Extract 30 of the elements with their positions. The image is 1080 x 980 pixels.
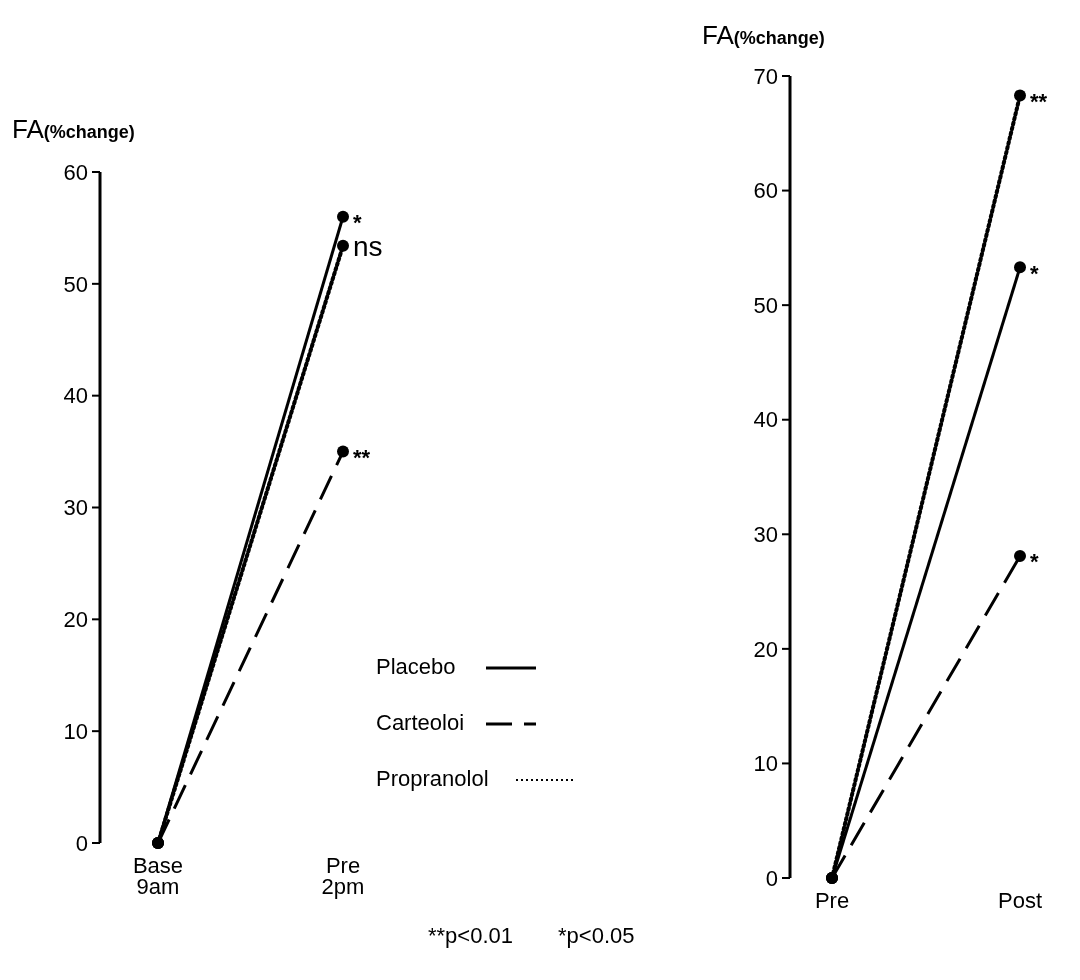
legend-label: Propranolol	[376, 765, 489, 791]
y-tick-label: 60	[753, 178, 778, 204]
y-axis-title: FA(%change)	[702, 20, 825, 50]
y-tick-label: 40	[63, 383, 88, 409]
y-tick-label: 30	[753, 521, 778, 547]
annotation: *	[1030, 549, 1039, 575]
text: **p<0.01	[428, 923, 514, 948]
x-tick-label: Post	[997, 888, 1043, 913]
y-tick-label: 20	[63, 607, 88, 633]
x-tick-label: Pre 2pm	[321, 853, 365, 899]
annotation: **	[1030, 88, 1048, 114]
y-tick-label: 20	[753, 636, 778, 662]
y-tick-label: 0	[75, 830, 88, 856]
y-tick-label: 0	[765, 865, 778, 891]
y-tick-label: 40	[753, 407, 778, 433]
y-tick-label: 50	[753, 292, 778, 318]
legend-label: Carteoloi	[376, 709, 465, 735]
y-tick-label: 10	[753, 751, 778, 777]
annotation: **	[353, 444, 371, 470]
y-tick-label: 60	[63, 159, 88, 185]
y-tick-label: 70	[753, 63, 778, 89]
x-tick-label: Base 9am	[132, 853, 184, 899]
annotation: *	[1030, 260, 1039, 286]
y-axis-title: FA(%change)	[12, 114, 135, 144]
y-tick-label: 50	[63, 271, 88, 297]
y-tick-label: 10	[63, 718, 88, 744]
text: *p<0.05	[558, 923, 635, 948]
y-tick-label: 30	[63, 495, 88, 521]
legend-label: Placebo	[376, 653, 456, 679]
x-tick-label: Pre	[814, 888, 850, 913]
